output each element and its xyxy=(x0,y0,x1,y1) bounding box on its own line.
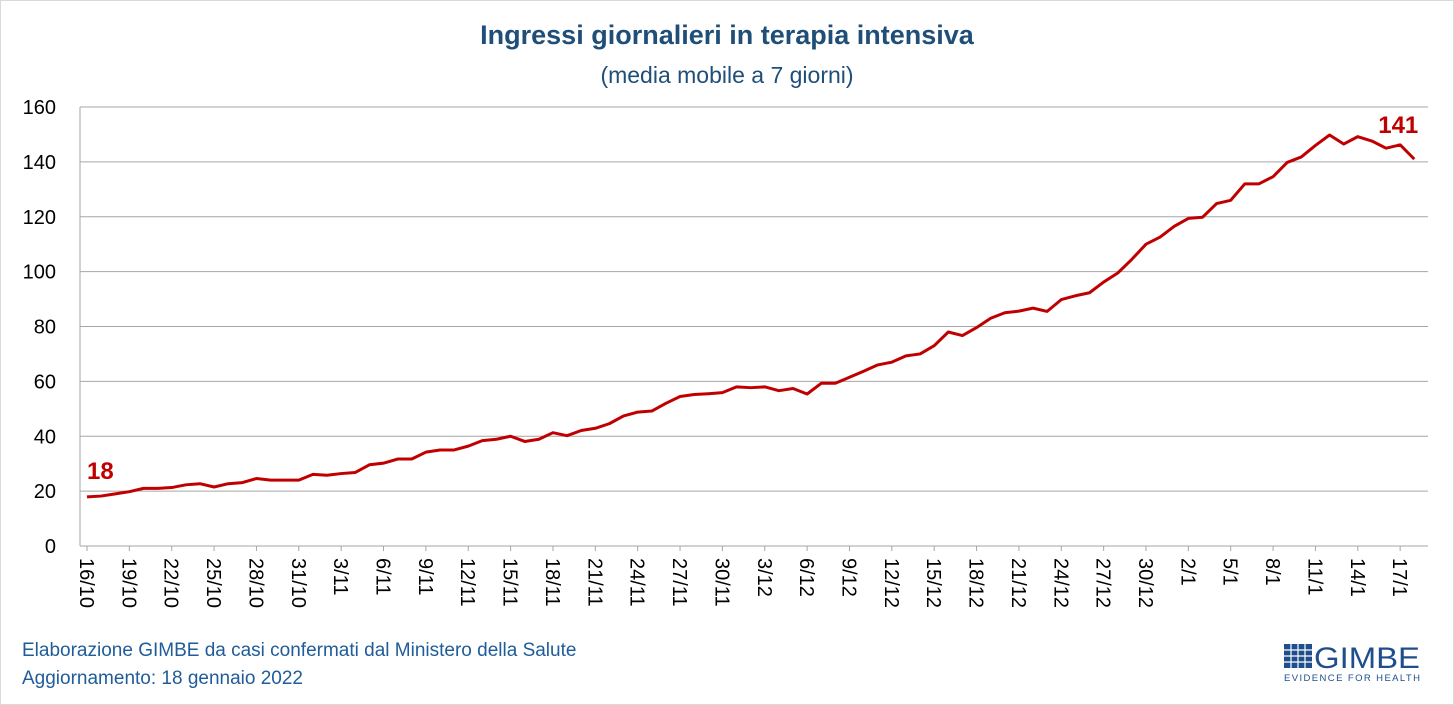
x-tick-label: 3/12 xyxy=(753,558,775,597)
update-date: Aggiornamento: 18 gennaio 2022 xyxy=(22,668,304,689)
x-tick-label: 19/10 xyxy=(117,558,139,608)
x-tick-label: 5/1 xyxy=(1219,558,1241,586)
x-tick-label: 2/1 xyxy=(1176,558,1198,586)
x-tick-label: 27/12 xyxy=(1092,558,1114,608)
chart-subtitle: (media mobile a 7 giorni) xyxy=(600,62,854,88)
x-tick-label: 25/10 xyxy=(202,558,224,608)
source-note: Elaborazione GIMBE da casi confermati da… xyxy=(22,640,577,661)
y-tick-label: 40 xyxy=(34,426,56,448)
x-tick-label: 22/10 xyxy=(160,558,182,608)
x-tick-label: 9/12 xyxy=(837,558,859,597)
x-tick-label: 18/11 xyxy=(541,558,563,607)
x-tick-label: 30/12 xyxy=(1134,558,1156,608)
y-tick-label: 120 xyxy=(23,207,56,229)
y-tick-label: 20 xyxy=(34,481,56,503)
y-tick-label: 100 xyxy=(23,262,56,284)
chart-title: Ingressi giornalieri in terapia intensiv… xyxy=(480,20,974,50)
x-tick-label: 24/11 xyxy=(626,558,648,607)
x-tick-label: 14/1 xyxy=(1346,558,1368,597)
gimbe-logo: GIMBE EVIDENCE FOR HEALTH xyxy=(1284,642,1420,684)
annotation-first: 18 xyxy=(87,458,114,485)
y-tick-label: 0 xyxy=(45,536,56,558)
logo-wordmark: GIMBE xyxy=(1314,642,1420,675)
series-line xyxy=(86,133,1416,499)
y-tick-label: 160 xyxy=(23,97,56,119)
x-tick-label: 12/12 xyxy=(880,558,902,608)
x-tick-label: 6/11 xyxy=(372,558,394,595)
x-tick-label: 31/10 xyxy=(287,558,309,608)
x-tick-label: 8/1 xyxy=(1261,558,1283,586)
x-tick-label: 24/12 xyxy=(1049,558,1071,608)
x-tick-label: 6/12 xyxy=(795,558,817,597)
x-tick-label: 18/12 xyxy=(965,558,987,608)
x-tick-label: 9/11 xyxy=(414,558,436,595)
x-tick-label: 28/10 xyxy=(244,558,266,608)
y-tick-label: 80 xyxy=(34,317,56,339)
x-tick-label: 15/12 xyxy=(922,558,944,608)
x-tick-label: 11/1 xyxy=(1303,558,1325,595)
x-tick-label: 16/10 xyxy=(75,558,97,608)
x-tick-label: 3/11 xyxy=(329,558,351,595)
x-tick-label: 17/1 xyxy=(1388,558,1410,597)
logo-tagline: EVIDENCE FOR HEALTH xyxy=(1284,673,1420,684)
x-tick-label: 21/12 xyxy=(1007,558,1029,608)
x-tick-label: 12/11 xyxy=(456,558,478,607)
x-tick-label: 30/11 xyxy=(710,558,732,607)
x-tick-label: 15/11 xyxy=(499,558,521,607)
annotation-last: 141 xyxy=(1378,112,1418,139)
x-tick-label: 21/11 xyxy=(583,558,605,607)
x-tick-label: 27/11 xyxy=(668,558,690,607)
y-tick-label: 140 xyxy=(23,152,56,174)
y-tick-label: 60 xyxy=(34,371,56,393)
